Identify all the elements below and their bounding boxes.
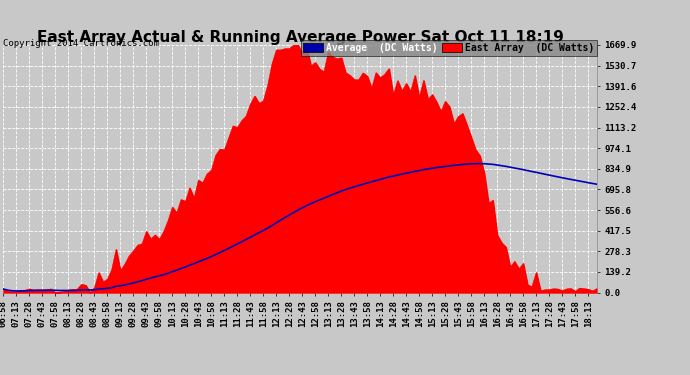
Legend: Average  (DC Watts), East Array  (DC Watts): Average (DC Watts), East Array (DC Watts… — [301, 40, 597, 56]
Text: Copyright 2014 Cartronics.com: Copyright 2014 Cartronics.com — [3, 39, 159, 48]
Title: East Array Actual & Running Average Power Sat Oct 11 18:19: East Array Actual & Running Average Powe… — [37, 30, 564, 45]
